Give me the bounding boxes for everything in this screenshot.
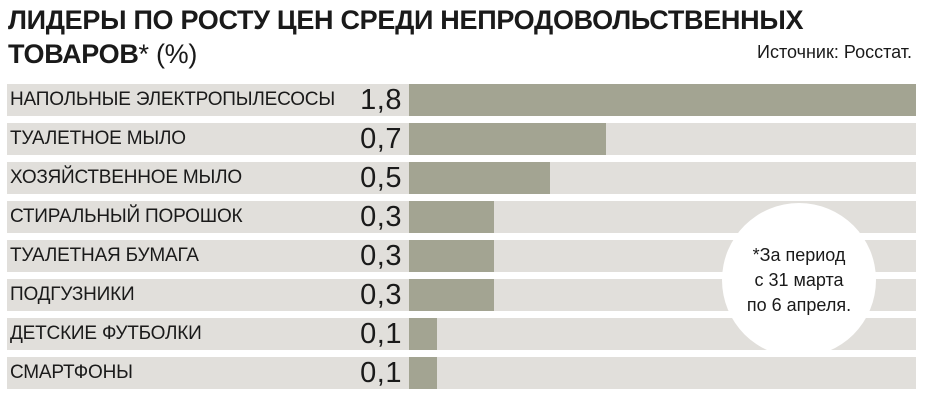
chart-title-unit: * (%)	[138, 39, 198, 69]
bar-row: НАПОЛЬНЫЕ ЭЛЕКТРОПЫЛЕСОСЫ 1,8	[7, 84, 916, 116]
value-label: 0,3	[360, 240, 402, 272]
bar	[409, 201, 494, 233]
bar	[409, 279, 494, 311]
footnote-line2: с 31 марта	[754, 269, 844, 290]
value-label: 0,7	[360, 123, 402, 155]
value-label: 1,8	[360, 84, 402, 116]
value-label: 0,5	[360, 162, 402, 194]
bar-row: ХОЗЯЙСТВЕННОЕ МЫЛО 0,5	[7, 162, 916, 194]
category-label: ДЕТСКИЕ ФУТБОЛКИ	[10, 323, 202, 344]
footnote-line1: *За период	[752, 244, 846, 265]
category-label: ХОЗЯЙСТВЕННОЕ МЫЛО	[10, 167, 242, 188]
value-label: 0,1	[360, 357, 402, 389]
chart-title-line1: ЛИДЕРЫ ПО РОСТУ ЦЕН СРЕДИ НЕПРОДОВОЛЬСТВ…	[8, 5, 804, 35]
bar	[409, 123, 606, 155]
category-label: ПОДГУЗНИКИ	[10, 284, 135, 305]
bar	[409, 162, 550, 194]
bar-row: ТУАЛЕТНОЕ МЫЛО 0,7	[7, 123, 916, 155]
bar-row: СМАРТФОНЫ 0,1	[7, 357, 916, 389]
category-label: НАПОЛЬНЫЕ ЭЛЕКТРОПЫЛЕСОСЫ	[10, 89, 335, 110]
source-note: Источник: Росстат.	[757, 42, 912, 62]
category-label: СТИРАЛЬНЫЙ ПОРОШОК	[10, 206, 243, 227]
category-label: СМАРТФОНЫ	[10, 362, 133, 383]
chart-title: ЛИДЕРЫ ПО РОСТУ ЦЕН СРЕДИ НЕПРОДОВОЛЬСТВ…	[8, 3, 803, 71]
value-label: 0,3	[360, 279, 402, 311]
chart-title-line2: ТОВАРОВ	[8, 39, 139, 69]
category-label: ТУАЛЕТНОЕ МЫЛО	[10, 128, 186, 149]
category-label: ТУАЛЕТНАЯ БУМАГА	[10, 245, 199, 266]
footnote-badge: *За период с 31 марта по 6 апреля.	[722, 203, 876, 357]
value-label: 0,3	[360, 201, 402, 233]
bar	[409, 84, 916, 116]
bar	[409, 240, 494, 272]
bar	[409, 318, 437, 350]
footnote-line3: по 6 апреля.	[746, 294, 852, 315]
value-label: 0,1	[360, 318, 402, 350]
bar	[409, 357, 437, 389]
